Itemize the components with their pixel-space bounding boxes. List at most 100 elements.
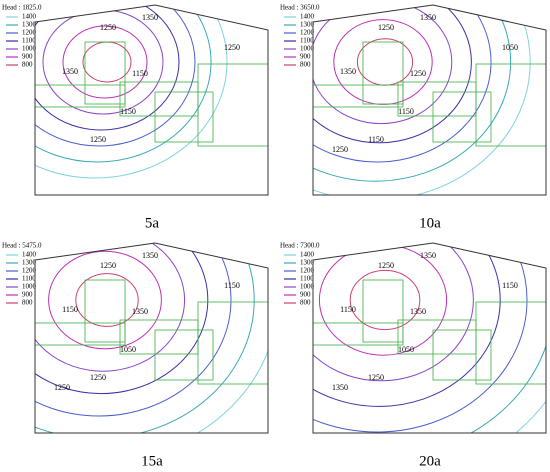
contour <box>313 243 501 407</box>
contour-label: 1350 <box>332 383 348 392</box>
head-label: Head : 5475.0 <box>2 242 42 250</box>
legend-label: 1100 <box>300 275 314 283</box>
contour <box>356 38 414 86</box>
boundary <box>312 242 547 434</box>
contour-label: 1350 <box>340 67 356 76</box>
contour <box>313 5 492 163</box>
contour <box>75 273 139 327</box>
legend-label: 1100 <box>300 37 314 45</box>
contour-label: 1150 <box>340 305 356 314</box>
legend-label: 1100 <box>22 275 36 283</box>
structure <box>475 63 546 147</box>
contour-label: 1250 <box>368 373 384 382</box>
legend-label: 1300 <box>22 259 37 267</box>
contour <box>35 5 228 179</box>
contour-label: 1250 <box>100 261 116 270</box>
contour <box>62 25 148 99</box>
structure <box>84 279 126 343</box>
legend-label: 1400 <box>300 251 315 259</box>
contour <box>313 243 546 433</box>
structure <box>432 91 492 143</box>
boundary <box>312 4 547 196</box>
legend-label: 1300 <box>300 21 315 29</box>
contour-label: 1150 <box>398 107 414 116</box>
contour <box>35 5 180 131</box>
contour <box>313 5 453 125</box>
legend-label: 900 <box>300 291 311 299</box>
contour-label: 1350 <box>142 13 158 22</box>
contour <box>35 5 212 163</box>
contour <box>35 5 196 147</box>
contour <box>35 243 186 372</box>
contour <box>313 5 531 195</box>
contour-label: 1250 <box>54 383 70 392</box>
contour-label: 1250 <box>90 135 106 144</box>
contour-label: 1250 <box>100 23 116 32</box>
structure <box>154 329 214 381</box>
contour-label: 1050 <box>398 345 414 354</box>
structure <box>313 84 404 108</box>
contour <box>313 5 512 182</box>
head-label: Head : 3650.0 <box>280 4 320 12</box>
legend-label: 900 <box>22 291 33 299</box>
contour <box>349 269 421 331</box>
legend-label: 800 <box>22 299 33 307</box>
head-label: Head : 1825.0 <box>2 4 42 12</box>
map <box>313 5 546 195</box>
contour-label: 1250 <box>378 261 394 270</box>
contour <box>313 243 474 382</box>
legend-label: 900 <box>22 53 33 61</box>
structure <box>35 322 126 346</box>
head-label: Head : 7300.0 <box>280 242 320 250</box>
contour <box>313 243 528 433</box>
legend-label: 1200 <box>300 29 315 37</box>
map <box>313 243 546 433</box>
structure <box>154 91 214 143</box>
legend-label: 900 <box>300 53 311 61</box>
contour-label: 1250 <box>410 69 426 78</box>
legend-label: 1400 <box>22 251 37 259</box>
legend-label: 800 <box>300 299 311 307</box>
contour <box>35 243 255 433</box>
structure <box>313 322 404 346</box>
legend-label: 1400 <box>22 13 37 21</box>
legend-label: 1100 <box>22 37 36 45</box>
caption: 10a <box>419 215 441 231</box>
contour-label: 1350 <box>410 307 426 316</box>
contour-label: 1350 <box>420 13 436 22</box>
contour-label: 1350 <box>132 307 148 316</box>
contour-label: 1250 <box>224 43 240 52</box>
boundary <box>34 242 269 434</box>
contour-label: 1150 <box>224 281 240 290</box>
caption: 15a <box>141 453 163 469</box>
contour <box>35 243 232 417</box>
legend-label: 1000 <box>300 45 315 53</box>
contour-label: 1150 <box>502 281 518 290</box>
contour-label: 1350 <box>420 251 436 260</box>
legend-label: 1400 <box>300 13 315 21</box>
contour-label: 1150 <box>62 305 78 314</box>
legend-label: 1300 <box>22 21 37 29</box>
legend-label: 1000 <box>22 283 37 291</box>
caption: 5a <box>145 215 160 231</box>
legend-label: 1200 <box>300 267 315 275</box>
map <box>35 243 268 433</box>
contour-label: 1150 <box>132 69 148 78</box>
contour-label: 1250 <box>378 23 394 32</box>
contour <box>35 243 209 395</box>
structure <box>362 41 404 105</box>
legend-label: 1000 <box>22 45 37 53</box>
contour <box>313 5 472 144</box>
contour-label: 1050 <box>502 43 518 52</box>
structure <box>362 279 404 343</box>
contour <box>48 250 162 350</box>
structure <box>35 84 126 108</box>
contour-label: 1150 <box>120 107 136 116</box>
contour-label: 1350 <box>62 67 78 76</box>
